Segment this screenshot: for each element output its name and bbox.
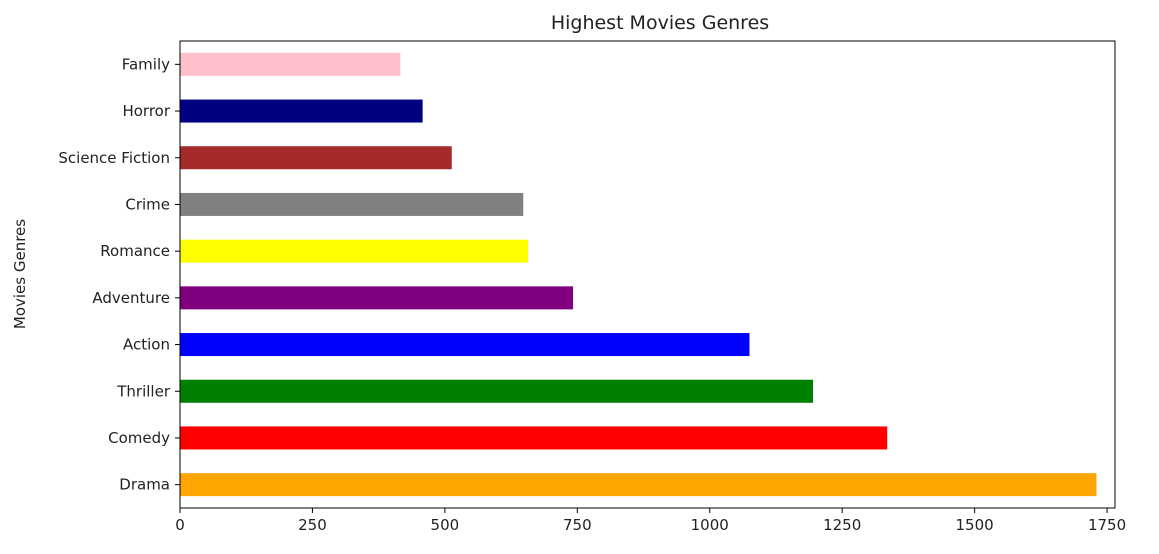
plot-frame (179, 40, 1116, 509)
bar-horror (180, 99, 423, 123)
x-tick-label-0: 0 (175, 516, 185, 534)
x-tick-label-1500: 1500 (956, 516, 994, 534)
bar-comedy (180, 426, 888, 450)
bars-group (180, 52, 1097, 497)
y-tick-label-crime: Crime (125, 195, 170, 213)
bar-science-fiction (180, 146, 452, 170)
y-tick-label-romance: Romance (100, 242, 170, 260)
y-axis-ticks: Drama Comedy Thriller Action Adventure Romanc… (58, 55, 180, 494)
bar-thriller (180, 379, 814, 403)
y-tick-label-drama: Drama (119, 476, 170, 494)
bar-crime (180, 192, 524, 216)
x-axis-ticks: 0 250 500 750 1000 1250 1500 1750 (175, 508, 1126, 534)
x-tick-label-1250: 1250 (823, 516, 861, 534)
y-tick-label-action: Action (123, 336, 170, 354)
y-tick-label-family: Family (122, 55, 170, 73)
x-tick-label-1000: 1000 (691, 516, 729, 534)
x-tick-label-250: 250 (298, 516, 327, 534)
bar-drama (180, 473, 1097, 497)
y-tick-label-comedy: Comedy (108, 429, 170, 447)
bar-action (180, 333, 750, 357)
y-tick-label-horror: Horror (122, 102, 170, 120)
chart-title: Highest Movies Genres (551, 12, 769, 34)
x-tick-label-500: 500 (431, 516, 460, 534)
bar-romance (180, 239, 529, 263)
bar-adventure (180, 286, 574, 310)
x-tick-label-1750: 1750 (1088, 516, 1126, 534)
x-tick-label-750: 750 (563, 516, 592, 534)
y-axis-label: Movies Genres (11, 219, 29, 329)
y-tick-label-adventure: Adventure (92, 289, 170, 307)
y-tick-label-thriller: Thriller (116, 382, 171, 400)
bar-family (180, 52, 401, 76)
y-tick-label-science-fiction: Science Fiction (58, 149, 170, 167)
